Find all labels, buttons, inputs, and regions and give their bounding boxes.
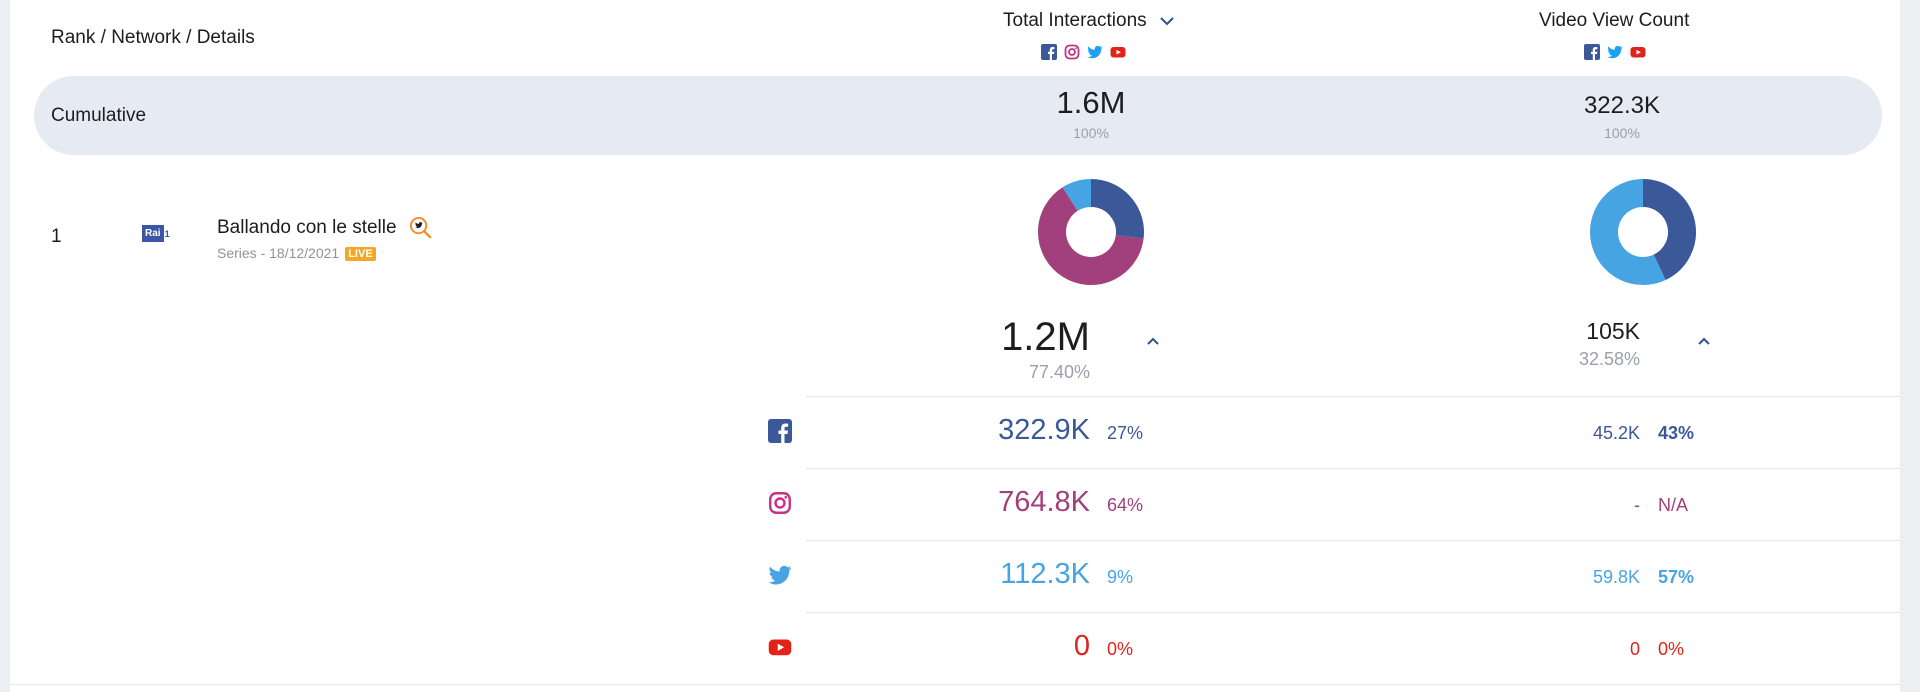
channel-logo-text: Rai — [142, 225, 164, 242]
facebook-interactions: 322.9K — [998, 414, 1090, 446]
facebook-icon — [1041, 44, 1057, 60]
twitter-icon — [768, 565, 792, 585]
facebook-icon — [768, 419, 792, 443]
chevron-down-icon[interactable] — [1159, 13, 1175, 29]
row-views-total: 105K — [1586, 318, 1640, 344]
live-badge: LIVE — [345, 247, 376, 262]
total-interactions-networks — [1041, 44, 1126, 60]
youtube-icon — [768, 639, 792, 656]
views-slice-facebook — [1642, 179, 1696, 280]
facebook-views-pct: 43% — [1658, 423, 1695, 443]
channel-logo: Rai 1 — [142, 225, 170, 242]
twitter-icon — [1087, 45, 1103, 59]
cumulative-row: Cumulative — [34, 76, 1882, 155]
youtube-interactions-pct: 0% — [1107, 639, 1134, 659]
ranking-panel: Rank / Network / Details Total Interacti… — [10, 0, 1900, 692]
rank-number: 1 — [51, 226, 62, 247]
program-title[interactable]: Ballando con le stelle — [217, 216, 397, 238]
cumulative-interactions-pct: 100% — [1073, 125, 1109, 141]
facebook-views: 45.2K — [1592, 423, 1640, 443]
instagram-interactions-pct: 64% — [1107, 495, 1144, 515]
program-title-row: Ballando con le stelle — [217, 216, 432, 239]
interactions-slice-twitter — [1062, 179, 1092, 212]
row-interactions-total-pct: 77.40% — [1028, 362, 1090, 382]
row-views-total-pct: 32.58% — [1578, 349, 1640, 369]
cumulative-interactions-value: 1.6M — [1056, 85, 1126, 120]
bottom-divider — [10, 684, 1900, 685]
program-meta: Series - 18/12/2021 LIVE — [217, 245, 376, 262]
rank-network-details-header: Rank / Network / Details — [51, 27, 255, 48]
video-view-count-networks — [1584, 44, 1646, 60]
twitter-interactions: 112.3K — [1000, 558, 1090, 590]
views-slice-twitter — [1590, 179, 1666, 285]
twitter-search-icon[interactable] — [409, 216, 432, 239]
interactions-slice-instagram — [1038, 187, 1144, 285]
program-meta-text: Series - 18/12/2021 — [217, 245, 340, 261]
youtube-views-pct: 0% — [1658, 639, 1685, 659]
youtube-icon — [1110, 47, 1126, 58]
instagram-views-pct: N/A — [1658, 495, 1689, 515]
twitter-views: 59.8K — [1592, 567, 1640, 587]
video-view-count-title: Video View Count — [1539, 10, 1690, 31]
instagram-icon — [769, 492, 791, 514]
youtube-views: 0 — [1629, 639, 1640, 659]
cumulative-views-value: 322.3K — [1583, 92, 1661, 119]
channel-logo-number: 1 — [164, 228, 170, 239]
instagram-interactions: 764.8K — [998, 486, 1090, 518]
cumulative-views-pct: 100% — [1604, 125, 1640, 141]
interactions-donut-chart — [1038, 179, 1144, 285]
divider — [806, 540, 1900, 541]
instagram-icon — [1064, 44, 1080, 60]
facebook-interactions-pct: 27% — [1107, 423, 1144, 443]
facebook-icon — [1584, 44, 1600, 60]
cumulative-label: Cumulative — [51, 105, 147, 126]
youtube-interactions: 0 — [1073, 630, 1090, 662]
divider — [806, 396, 1900, 397]
youtube-icon — [1630, 47, 1646, 58]
instagram-views: - — [1634, 495, 1640, 515]
twitter-interactions-pct: 9% — [1107, 567, 1134, 587]
views-donut-chart — [1590, 179, 1696, 285]
chevron-up-icon[interactable] — [1696, 333, 1712, 349]
total-interactions-title: Total Interactions — [1003, 10, 1147, 31]
interactions-slice-facebook — [1090, 179, 1144, 239]
twitter-icon — [1607, 45, 1623, 59]
row-interactions-total: 1.2M — [1001, 315, 1090, 359]
divider — [806, 612, 1900, 613]
total-interactions-header[interactable]: Total Interactions — [1003, 10, 1175, 32]
chevron-up-icon[interactable] — [1145, 333, 1161, 349]
divider — [806, 468, 1900, 469]
twitter-views-pct: 57% — [1658, 567, 1695, 587]
